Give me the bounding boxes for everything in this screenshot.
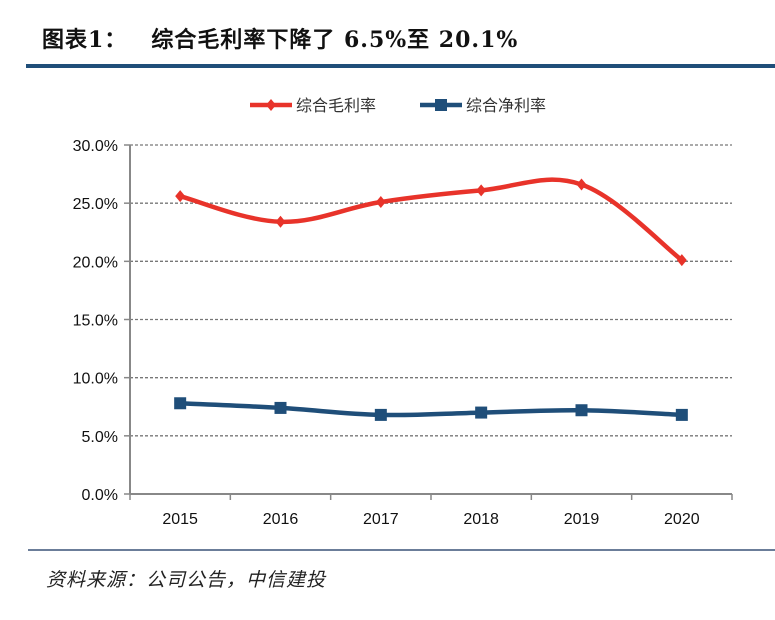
figure-title: 图表1： 综合毛利率下降了 6.5%至 20.1% [42, 22, 518, 54]
figure-caption: 综合毛利率下降了 6.5%至 20.1% [151, 27, 519, 53]
data-point-diamond [676, 254, 687, 267]
data-point-square [174, 397, 187, 410]
legend: 综合毛利率 综合净利率 [250, 96, 546, 115]
figure-number: 图表1： [42, 27, 128, 53]
series-line [177, 401, 685, 418]
data-point-square [374, 408, 387, 421]
series-line [177, 177, 685, 263]
data-point-diamond [266, 99, 276, 111]
x-tick-label: 2015 [162, 511, 198, 528]
legend-item: 综合毛利率 [250, 96, 376, 115]
data-point-square [675, 408, 688, 421]
y-tick-label: 15.0% [73, 313, 118, 330]
data-point-diamond [576, 178, 587, 191]
legend-label: 综合净利率 [466, 96, 546, 115]
data-point-diamond [476, 184, 487, 197]
y-tick-label: 10.0% [73, 371, 118, 388]
series-net-margin [174, 397, 688, 421]
legend-item: 综合净利率 [420, 96, 546, 115]
x-tick-label: 2020 [664, 511, 700, 528]
data-point-diamond [275, 215, 286, 228]
data-point-diamond [175, 190, 186, 203]
axes: 0.0% 5.0% 10.0% 15.0% 20.0% 25.0% 30.0% 2015 201… [73, 138, 733, 528]
y-tick-label: 20.0% [73, 254, 118, 271]
y-tick-label: 5.0% [82, 429, 118, 446]
y-tick-label: 30.0% [73, 138, 118, 155]
footer-divider [28, 549, 775, 551]
source-note: 资料来源：公司公告，中信建投 [46, 569, 327, 591]
y-tick-label: 25.0% [73, 196, 118, 213]
data-point-diamond [375, 196, 386, 209]
data-point-square [575, 404, 588, 417]
series-group [174, 177, 688, 421]
x-tick-label: 2018 [463, 511, 499, 528]
data-point-square [475, 406, 488, 419]
x-tick-label: 2016 [263, 511, 299, 528]
line-chart: 综合毛利率 综合净利率 0.0% 5.0% 10.0% 15.0% 20.0% 25.0% 3… [73, 96, 733, 528]
gridlines [130, 144, 732, 437]
legend-label: 综合毛利率 [296, 96, 376, 115]
x-tick-label: 2019 [564, 511, 600, 528]
x-tick-label: 2017 [363, 511, 399, 528]
data-point-square [435, 99, 447, 111]
data-point-square [274, 401, 287, 414]
title-divider [26, 64, 775, 68]
y-tick-label: 0.0% [82, 487, 118, 504]
series-gross-margin [175, 177, 687, 267]
